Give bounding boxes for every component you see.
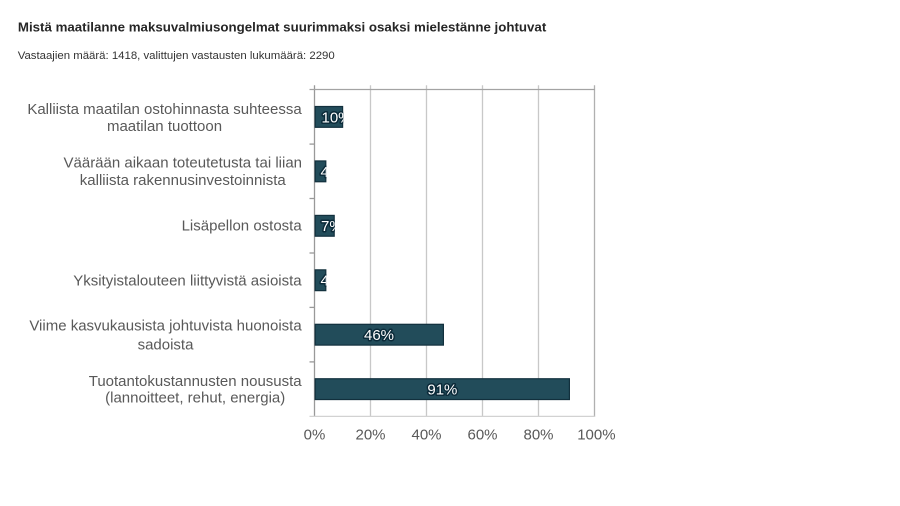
svg-text:7%: 7%: [321, 218, 343, 235]
svg-text:46%: 46%: [364, 327, 394, 344]
svg-text:Viime kasvukausista johtuvista: Viime kasvukausista johtuvista huonoista: [29, 318, 302, 335]
svg-text:80%: 80%: [523, 427, 553, 444]
svg-text:4%: 4%: [321, 273, 343, 290]
svg-text:60%: 60%: [467, 427, 497, 444]
svg-text:kalliista rakennusinvestoinnis: kalliista rakennusinvestoinnista: [80, 172, 287, 189]
svg-text:Tuotantokustannusten noususta: Tuotantokustannusten noususta: [89, 373, 303, 390]
svg-text:sadoista: sadoista: [138, 336, 195, 353]
svg-text:4%: 4%: [321, 164, 343, 181]
svg-text:Vastaajien määrä: 1418, valitt: Vastaajien määrä: 1418, valittujen vasta…: [18, 50, 335, 62]
svg-text:Lisäpellon ostosta: Lisäpellon ostosta: [182, 218, 303, 235]
svg-text:maatilan tuottoon: maatilan tuottoon: [107, 118, 222, 135]
svg-text:0%: 0%: [304, 427, 326, 444]
svg-text:(lannoitteet, rehut, energia): (lannoitteet, rehut, energia): [105, 390, 285, 407]
svg-text:10%: 10%: [322, 109, 352, 126]
svg-text:100%: 100%: [577, 427, 615, 444]
svg-text:Kalliista maatilan ostohinnast: Kalliista maatilan ostohinnasta suhteess…: [27, 101, 302, 118]
svg-text:20%: 20%: [355, 427, 385, 444]
svg-text:91%: 91%: [427, 382, 457, 399]
svg-text:Väärään aikaan toteutetusta ta: Väärään aikaan toteutetusta tai liian: [64, 155, 303, 172]
svg-text:Yksityistalouteen liittyvistä: Yksityistalouteen liittyvistä asioista: [73, 273, 302, 290]
svg-text:Mistä maatilanne maksuvalmiuso: Mistä maatilanne maksuvalmiusongelmat su…: [18, 19, 547, 34]
svg-text:40%: 40%: [411, 427, 441, 444]
